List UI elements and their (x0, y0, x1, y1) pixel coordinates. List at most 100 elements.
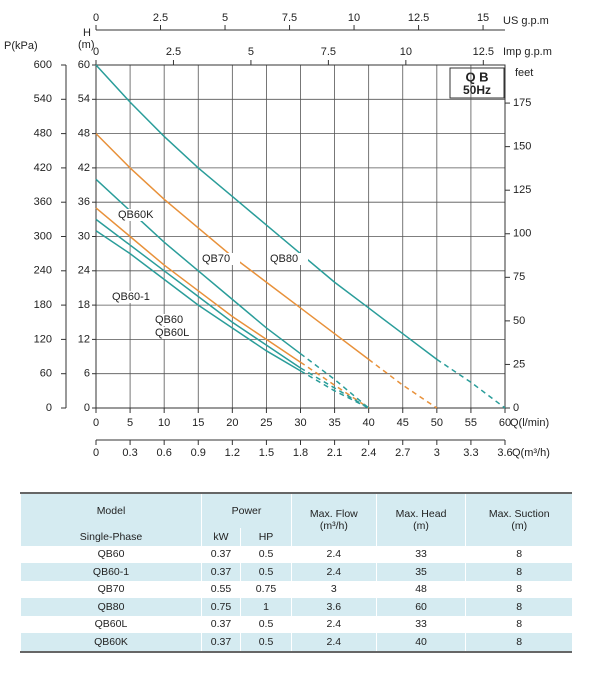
feet-tick-label: 0 (513, 402, 519, 414)
us-tick-label: 7.5 (282, 12, 297, 24)
curve-label: QB60 (155, 314, 183, 326)
table-row: QB60-1 0.37 0.5 2.4 35 8 (20, 563, 572, 581)
y-tick-label: 42 (78, 162, 90, 174)
p-tick-label: 0 (46, 402, 52, 414)
p-tick-label: 540 (34, 93, 52, 105)
header-cell: Max. Suction (m) (465, 493, 572, 546)
y-tick-label: 12 (78, 333, 90, 345)
table-cell: 2.4 (291, 633, 377, 652)
chart: Q B 50Hz P(kPa) H (m) feet US g.p.m Imp … (4, 12, 552, 459)
y-tick-label: 6 (84, 368, 90, 380)
header-unit: (m) (413, 519, 429, 532)
x-tick-label: 55 (465, 417, 477, 429)
table-cell: 2.4 (291, 545, 377, 563)
us-tick-label: 12.5 (408, 12, 429, 24)
chart-subtitle: 50Hz (463, 83, 491, 97)
pump-curve (95, 207, 301, 363)
m3h-tick-label: 2.4 (361, 447, 376, 459)
table-cell: 0.37 (201, 633, 241, 652)
x-tick-label: 30 (294, 417, 306, 429)
header-text: Max. Flow (309, 507, 358, 520)
feet-tick-label: 125 (513, 184, 531, 196)
header-cell: kW (201, 528, 241, 546)
p-tick-label: 120 (34, 333, 52, 345)
header-cell: Model (20, 493, 202, 528)
y-tick-label: 18 (78, 299, 90, 311)
table-cell: QB70 (20, 580, 202, 598)
pump-curve (300, 370, 370, 409)
us-tick-label: 5 (222, 12, 228, 24)
table-cell: 3 (291, 580, 377, 598)
feet-tick-label: 100 (513, 228, 531, 240)
us-tick-label: 15 (477, 12, 489, 24)
imp-tick-label: 12.5 (473, 46, 494, 58)
header-text: Max. Head (395, 507, 447, 520)
curve-label-bg (153, 327, 193, 339)
feet-tick-label: 50 (513, 315, 525, 327)
table-cell: 0.75 (201, 598, 241, 616)
imp-tick-label: 0 (93, 46, 99, 58)
table-cell: 1 (240, 598, 292, 616)
header-cell: HP (240, 528, 292, 546)
x-axis-label: Q(l/min) (510, 417, 549, 429)
header-unit: (m) (511, 519, 528, 532)
curve-label-bg (268, 253, 308, 265)
m3h-tick-label: 2.7 (395, 447, 410, 459)
imp-tick-label: 10 (400, 46, 412, 58)
x-tick-label: 40 (363, 417, 375, 429)
table-cell: 0.37 (201, 563, 241, 581)
pump-curve (95, 218, 301, 369)
m3h-tick-label: 0 (93, 447, 99, 459)
header-cell: Max. Flow (m³/h) (291, 493, 377, 546)
curve-label: QB60-1 (112, 291, 150, 303)
x-tick-label: 45 (397, 417, 409, 429)
curve-label-bg (116, 209, 156, 221)
m3h-tick-label: 1.8 (293, 447, 308, 459)
curve-label: QB60L (155, 327, 189, 339)
us-tick-label: 0 (93, 12, 99, 24)
us-tick-label: 10 (348, 12, 360, 24)
table-row: QB80 0.75 1 3.6 60 8 (20, 598, 572, 616)
x-tick-label: 0 (93, 417, 99, 429)
pump-curve (95, 64, 438, 361)
x-tick-label: 15 (192, 417, 204, 429)
pump-curve (95, 230, 301, 372)
table-cell: 33 (375, 615, 466, 633)
y-tick-label: 60 (78, 59, 90, 71)
table-cell: QB60K (20, 633, 202, 652)
p-tick-label: 240 (34, 265, 52, 277)
table-row: QB60L 0.37 0.5 2.4 33 8 (20, 615, 572, 633)
table-cell: 48 (375, 580, 466, 598)
x-tick-label: 10 (158, 417, 170, 429)
table-cell: QB60 (20, 545, 202, 563)
m3h-tick-label: 0.9 (191, 447, 206, 459)
y-tick-label: 54 (78, 93, 90, 105)
p-tick-label: 360 (34, 196, 52, 208)
table-cell: 33 (375, 545, 466, 563)
table-cell: 0.55 (201, 580, 241, 598)
curve-label: QB70 (202, 253, 230, 265)
table-cell: 35 (375, 563, 466, 581)
p-tick-label: 480 (34, 128, 52, 140)
table-row: QB70 0.55 0.75 3 48 8 (20, 580, 572, 598)
header-cell: Max. Head (m) (375, 493, 466, 546)
title-box (449, 67, 505, 99)
m3h-tick-label: 3.6 (497, 447, 512, 459)
feet-tick-label: 75 (513, 271, 525, 283)
table-cell: QB60-1 (20, 563, 202, 581)
pump-curve (300, 361, 370, 409)
y-tick-label: 24 (78, 265, 90, 277)
y-tick-label: 0 (84, 402, 90, 414)
imp-tick-label: 7.5 (321, 46, 336, 58)
m3h-tick-label: 1.5 (259, 447, 274, 459)
header-cell: Single-Phase (20, 528, 202, 546)
m3h-tick-label: 1.2 (225, 447, 240, 459)
p-axis-label: P(kPa) (4, 40, 38, 52)
m3h-axis-label: Q(m³/h) (512, 447, 550, 459)
table-cell: 8 (465, 545, 572, 563)
x-tick-label: 50 (431, 417, 443, 429)
feet-tick-label: 25 (513, 358, 525, 370)
table-row: QB60 0.37 0.5 2.4 33 8 (20, 545, 572, 563)
table-cell: 3.6 (291, 598, 377, 616)
m3h-tick-label: 3 (434, 447, 440, 459)
